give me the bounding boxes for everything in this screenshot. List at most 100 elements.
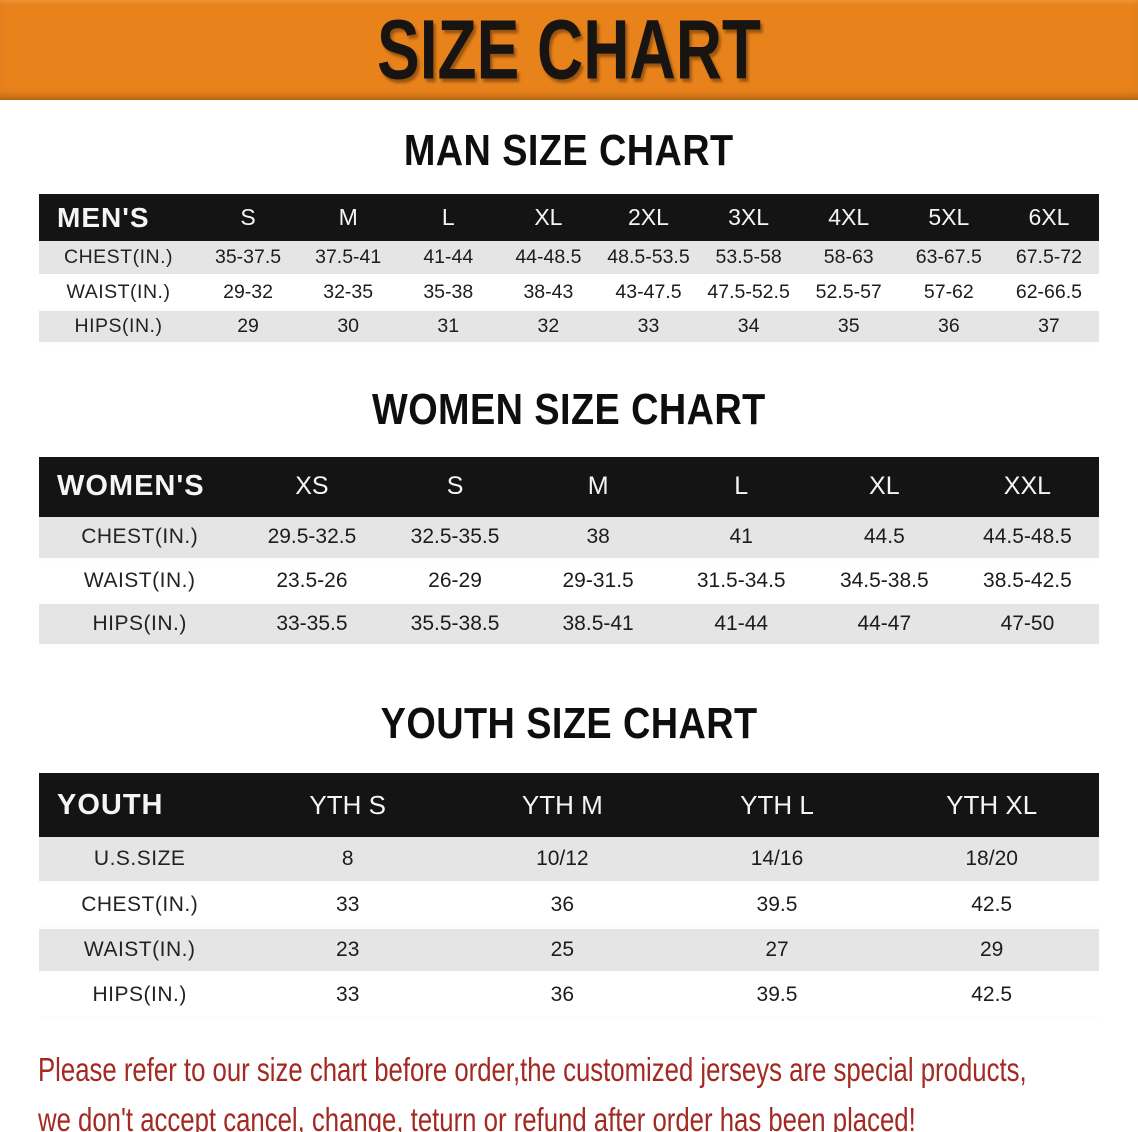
row-label: WAIST(IN.) <box>66 280 171 303</box>
youth-size-chart-title: YOUTH SIZE CHART <box>380 699 758 748</box>
table-row: HIPS(IN.) 33 36 39.5 42.5 <box>39 972 1099 1017</box>
size-cell: 43-47.5 <box>615 280 682 303</box>
size-cell: 29-32 <box>223 280 273 303</box>
size-cell: 36 <box>937 314 960 337</box>
order-disclaimer: Please refer to our size chart before or… <box>0 1045 1138 1132</box>
table-header-row: WOMEN'S XS S M L XL XXL <box>39 456 1099 517</box>
table-header-label: MEN'S <box>57 201 150 233</box>
size-cell: 35.5-38.5 <box>410 612 500 635</box>
column-header: YTH M <box>521 789 603 820</box>
size-cell: 44.5-48.5 <box>983 525 1072 549</box>
size-cell: 38 <box>586 525 610 549</box>
women-size-chart-title: WOMEN SIZE CHART <box>372 384 766 434</box>
size-cell: 18/20 <box>965 846 1018 870</box>
banner-title: SIZE CHART <box>377 2 761 97</box>
size-cell: 32 <box>537 314 560 337</box>
column-header: YTH XL <box>946 789 1038 820</box>
table-row: HIPS(IN.) 33-35.5 35.5-38.5 38.5-41 41-44 44-… <box>39 602 1099 646</box>
size-cell: 38.5-41 <box>562 612 634 635</box>
table-row: CHEST(IN.) 35-37.5 37.5-41 41-44 44-48.5 48.5… <box>39 241 1099 275</box>
size-cell: 37 <box>1038 314 1060 337</box>
size-cell: 29.5-32.5 <box>267 525 357 549</box>
size-cell: 58-63 <box>823 245 874 268</box>
table-row: HIPS(IN.) 29 30 31 32 33 34 35 36 37 <box>39 309 1099 343</box>
row-label: CHEST(IN.) <box>64 245 173 268</box>
row-label: CHEST(IN.) <box>81 892 199 916</box>
size-cell: 35-37.5 <box>214 245 282 268</box>
size-cell: 41 <box>729 525 753 549</box>
size-cell: 53.5-58 <box>715 245 782 268</box>
size-cell: 37.5-41 <box>315 245 382 268</box>
size-cell: 23.5-26 <box>276 569 348 592</box>
column-header: L <box>734 472 749 500</box>
column-header: 2XL <box>628 204 669 230</box>
size-cell: 44.5 <box>863 525 905 549</box>
size-cell: 35 <box>837 314 860 337</box>
column-header: 3XL <box>728 204 770 230</box>
size-cell: 44-48.5 <box>515 245 582 268</box>
row-label: CHEST(IN.) <box>81 525 199 549</box>
size-cell: 67.5-72 <box>1015 245 1082 268</box>
size-cell: 29 <box>979 937 1004 961</box>
size-cell: 33 <box>336 892 360 916</box>
size-cell: 25 <box>550 937 575 961</box>
size-cell: 23 <box>336 937 360 961</box>
table-row: CHEST(IN.) 33 36 39.5 42.5 <box>39 882 1099 927</box>
column-header: S <box>240 204 256 230</box>
size-cell: 63-67.5 <box>915 245 982 268</box>
size-cell: 42.5 <box>971 982 1013 1006</box>
size-cell: 27 <box>765 937 789 961</box>
row-label: U.S.SIZE <box>93 846 186 870</box>
size-cell: 48.5-53.5 <box>607 245 690 268</box>
size-chart-banner: SIZE CHART <box>0 0 1138 100</box>
column-header: XS <box>295 472 329 500</box>
size-cell: 41-44 <box>714 612 769 635</box>
table-row: U.S.SIZE 8 10/12 14/16 18/20 <box>39 837 1099 882</box>
column-header: 5XL <box>928 204 970 230</box>
table-header-label: WOMEN'S <box>57 470 205 502</box>
size-cell: 52.5-57 <box>815 280 882 303</box>
column-header: XXL <box>1003 472 1052 500</box>
size-cell: 38.5-42.5 <box>983 569 1072 592</box>
disclaimer-line-1: Please refer to our size chart before or… <box>38 1050 1027 1088</box>
row-label: HIPS(IN.) <box>92 982 187 1006</box>
size-cell: 35-38 <box>423 280 474 303</box>
size-cell: 47-50 <box>1000 612 1055 635</box>
size-cell: 34 <box>737 314 760 337</box>
column-header: XL <box>534 204 563 230</box>
size-cell: 44-47 <box>857 612 912 635</box>
size-cell: 38-43 <box>523 280 574 303</box>
row-label: HIPS(IN.) <box>92 612 187 635</box>
size-cell: 39.5 <box>756 982 798 1006</box>
size-cell: 39.5 <box>756 892 798 916</box>
size-cell: 47.5-52.5 <box>707 280 790 303</box>
row-label: HIPS(IN.) <box>74 314 163 337</box>
table-row: CHEST(IN.) 29.5-32.5 32.5-35.5 38 41 44.5 44.5… <box>39 516 1099 560</box>
size-cell: 33 <box>336 982 360 1006</box>
table-row: WAIST(IN.) 29-32 32-35 35-38 38-43 43-47.5 47.… <box>39 275 1099 309</box>
size-cell: 30 <box>337 314 360 337</box>
column-header: M <box>587 472 609 500</box>
size-cell: 41-44 <box>423 245 474 268</box>
column-header: S <box>446 472 464 500</box>
row-label: WAIST(IN.) <box>83 937 196 961</box>
size-cell: 8 <box>341 846 354 870</box>
size-cell: 33-35.5 <box>276 612 348 635</box>
column-header: 6XL <box>1028 204 1070 230</box>
size-cell: 31 <box>437 314 460 337</box>
size-cell: 36 <box>550 982 575 1006</box>
youth-size-table: YOUTH YTH S YTH M YTH L YTH XL U.S.SIZE 8 10/12… <box>39 773 1099 1019</box>
size-cell: 14/16 <box>750 846 804 870</box>
size-cell: 31.5-34.5 <box>696 569 786 592</box>
size-cell: 10/12 <box>536 846 589 870</box>
size-cell: 33 <box>637 314 660 337</box>
column-header: YTH L <box>740 789 814 820</box>
column-header: 4XL <box>828 204 870 230</box>
table-row: WAIST(IN.) 23.5-26 26-29 29-31.5 31.5-34.5 34… <box>39 559 1099 603</box>
disclaimer-line-2: we don't accept cancel, change, teturn o… <box>38 1100 916 1132</box>
size-cell: 29-31.5 <box>562 569 634 592</box>
column-header: XL <box>869 472 900 500</box>
mens-size-table: MEN'S S M L XL 2XL 3XL 4XL 5XL 6XL CHEST(IN.) 35-37… <box>39 194 1099 345</box>
table-header-label: YOUTH <box>57 788 164 821</box>
size-cell: 26-29 <box>428 569 482 592</box>
